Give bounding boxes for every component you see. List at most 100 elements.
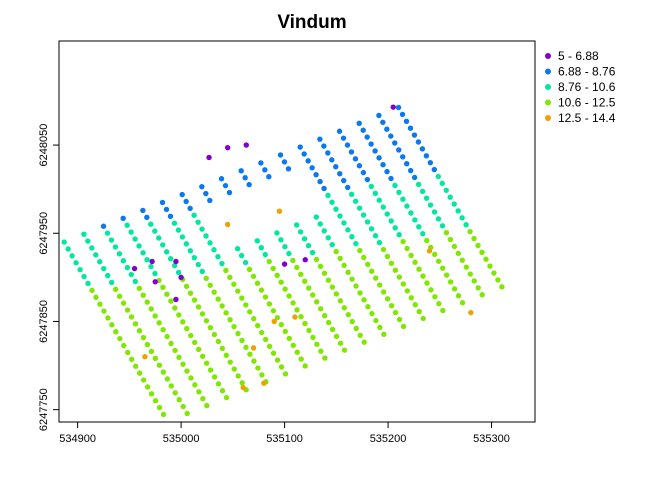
data-point <box>89 245 95 251</box>
data-point <box>65 246 71 252</box>
data-point <box>223 267 229 274</box>
data-point <box>156 362 163 368</box>
data-point <box>292 314 298 320</box>
data-point <box>475 285 481 291</box>
data-point <box>348 191 355 198</box>
data-point <box>261 380 267 386</box>
data-point <box>258 329 265 336</box>
data-point <box>357 247 363 254</box>
data-point <box>93 294 99 300</box>
data-point <box>183 283 190 289</box>
data-point <box>411 132 418 138</box>
data-point <box>140 377 147 383</box>
data-point <box>266 343 273 350</box>
data-point <box>443 187 449 193</box>
legend: 5 - 6.88 6.88 - 8.768.76 - 10.6 10.6 - 12.… <box>545 49 616 125</box>
data-point <box>203 233 209 239</box>
data-point <box>352 198 359 204</box>
data-point <box>435 173 441 180</box>
data-point <box>131 265 138 272</box>
data-point <box>271 318 277 325</box>
data-point <box>281 159 288 165</box>
data-point <box>384 126 390 132</box>
data-point <box>188 332 194 339</box>
data-point <box>211 374 218 380</box>
data-point <box>231 323 237 330</box>
data-point <box>361 339 367 345</box>
data-point <box>333 291 340 297</box>
data-point <box>423 153 430 159</box>
legend-label: 8.76 - 10.6 <box>558 80 616 94</box>
data-point <box>199 311 206 317</box>
legend-swatch <box>545 115 551 121</box>
data-point <box>419 188 426 194</box>
data-point <box>337 340 344 346</box>
data-point <box>152 270 158 277</box>
data-point <box>475 242 481 249</box>
data-point <box>376 282 383 288</box>
data-point <box>321 185 327 192</box>
data-point <box>302 363 308 369</box>
data-point <box>120 300 127 306</box>
data-point <box>368 141 374 147</box>
data-point <box>408 295 414 301</box>
data-point <box>243 344 249 351</box>
data-point <box>364 176 371 183</box>
data-point <box>61 239 67 245</box>
data-point <box>471 235 477 242</box>
data-point <box>148 221 154 227</box>
data-point <box>246 181 252 188</box>
data-point <box>73 260 79 266</box>
legend-swatch <box>545 99 551 106</box>
data-point <box>380 162 386 168</box>
data-point <box>400 281 407 287</box>
data-point <box>344 184 351 191</box>
data-point <box>439 180 445 187</box>
data-point <box>404 245 410 252</box>
data-point <box>136 243 142 249</box>
data-point <box>403 160 410 167</box>
data-point <box>392 309 399 316</box>
data-point <box>432 294 438 300</box>
data-point <box>468 309 474 316</box>
data-point <box>219 303 225 309</box>
data-point <box>179 191 185 198</box>
data-point <box>310 334 316 341</box>
data-point <box>365 304 371 310</box>
data-point <box>191 212 197 218</box>
data-point <box>384 168 390 175</box>
data-point <box>93 252 99 258</box>
data-point <box>345 269 351 275</box>
data-point <box>176 354 182 360</box>
data-point <box>148 348 155 355</box>
data-point <box>439 223 446 229</box>
data-point <box>223 394 230 401</box>
data-point <box>243 302 249 308</box>
data-point <box>175 269 182 276</box>
data-point <box>246 266 253 273</box>
data-point <box>163 249 170 255</box>
data-point <box>348 149 355 155</box>
data-point <box>424 237 430 244</box>
data-point <box>215 296 221 302</box>
data-point <box>136 328 143 334</box>
data-point <box>384 211 390 217</box>
data-point <box>199 353 206 359</box>
x-axis: 534900 535000 535100 535200 535300 <box>59 421 510 445</box>
data-point <box>395 104 402 111</box>
data-point <box>471 278 477 284</box>
legend-swatch <box>545 84 551 90</box>
data-point <box>172 347 178 354</box>
data-point <box>467 271 473 277</box>
data-point <box>321 270 328 276</box>
data-point <box>419 146 426 152</box>
data-point <box>455 250 462 257</box>
legend-swatch <box>545 53 551 59</box>
data-point <box>396 316 403 323</box>
data-point <box>302 257 308 263</box>
data-point <box>140 250 146 256</box>
data-point <box>310 292 316 298</box>
data-point <box>270 350 277 356</box>
data-point <box>172 390 178 396</box>
data-point <box>416 308 422 315</box>
